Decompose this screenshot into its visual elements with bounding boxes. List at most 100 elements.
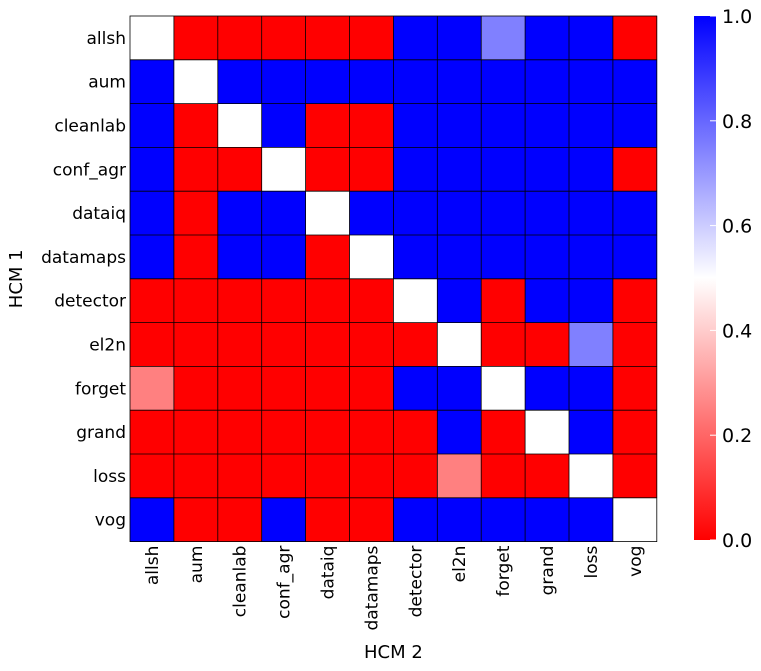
heatmap-cell-aum-cleanlab <box>217 59 262 104</box>
heatmap-cell-datamaps-allsh <box>130 235 175 280</box>
heatmap-cell-allsh-aum <box>173 16 219 61</box>
heatmap-cell-aum-forget <box>481 59 526 104</box>
heatmap-cell-forget-forget <box>481 366 526 411</box>
heatmap-cell-conf_agr-grand <box>525 147 570 192</box>
heatmap-cell-grand-el2n <box>437 410 482 455</box>
heatmap-cell-vog-el2n <box>437 497 482 542</box>
heatmap-cell-aum-loss <box>569 59 614 104</box>
heatmap-cell-forget-detector <box>393 366 438 411</box>
heatmap-cell-grand-dataiq <box>305 410 350 455</box>
colorbar-tick-label-1.0: 1.0 <box>722 6 752 28</box>
heatmap-cell-dataiq-cleanlab <box>217 191 262 236</box>
heatmap-cell-detector-aum <box>173 278 219 323</box>
heatmap-cell-el2n-el2n <box>437 322 482 367</box>
heatmap-cell-grand-aum <box>173 410 219 455</box>
heatmap-cell-vog-cleanlab <box>217 497 262 542</box>
heatmap-cell-vog-aum <box>173 497 219 542</box>
heatmap-cell-el2n-cleanlab <box>217 322 262 367</box>
heatmap-cell-detector-forget <box>481 278 526 323</box>
heatmap-cell-grand-datamaps <box>349 410 394 455</box>
heatmap-cell-aum-grand <box>525 59 570 104</box>
heatmap-cell-forget-datamaps <box>349 366 394 411</box>
heatmap-cell-forget-conf_agr <box>261 366 306 411</box>
colorbar-tick-label-0.0: 0.0 <box>722 530 752 552</box>
heatmap-cell-detector-grand <box>525 278 570 323</box>
heatmap-cell-el2n-loss <box>569 322 614 367</box>
heatmap-cell-loss-datamaps <box>349 454 394 499</box>
heatmap-cell-cleanlab-dataiq <box>305 103 350 148</box>
heatmap-cell-cleanlab-vog <box>612 103 658 148</box>
heatmap-cell-forget-el2n <box>437 366 482 411</box>
y-tick-label-el2n: el2n <box>89 336 126 356</box>
heatmap-cell-dataiq-aum <box>173 191 219 236</box>
x-tick-label-aum: aum <box>187 546 207 584</box>
heatmap-cell-detector-dataiq <box>305 278 350 323</box>
y-axis-title: HCM 1 <box>6 249 27 308</box>
heatmap-cell-cleanlab-cleanlab <box>217 103 262 148</box>
heatmap-cell-loss-loss <box>569 454 614 499</box>
colorbar-tick-label-0.2: 0.2 <box>722 425 752 447</box>
heatmap-cell-datamaps-datamaps <box>349 235 394 280</box>
heatmap-cell-datamaps-el2n <box>437 235 482 280</box>
heatmap-cell-forget-allsh <box>130 366 175 411</box>
y-tick-label-datamaps: datamaps <box>41 248 126 268</box>
heatmap-cell-conf_agr-datamaps <box>349 147 394 192</box>
heatmap-cell-allsh-vog <box>612 16 658 61</box>
colorbar-tick-label-0.8: 0.8 <box>722 111 752 133</box>
heatmap-cell-loss-aum <box>173 454 219 499</box>
heatmap-cell-vog-grand <box>525 497 570 542</box>
heatmap-cell-loss-vog <box>612 454 658 499</box>
heatmap-cell-cleanlab-loss <box>569 103 614 148</box>
heatmap-cell-allsh-loss <box>569 16 614 61</box>
heatmap-cell-detector-cleanlab <box>217 278 262 323</box>
x-tick-label-dataiq: dataiq <box>319 546 339 600</box>
y-tick-label-allsh: allsh <box>87 29 127 49</box>
heatmap-cell-detector-el2n <box>437 278 482 323</box>
heatmap-cell-allsh-allsh <box>130 16 175 61</box>
heatmap-cell-conf_agr-conf_agr <box>261 147 306 192</box>
heatmap-cell-cleanlab-detector <box>393 103 438 148</box>
heatmap-cell-grand-grand <box>525 410 570 455</box>
heatmap-cell-loss-allsh <box>130 454 175 499</box>
heatmap-cell-datamaps-aum <box>173 235 219 280</box>
heatmap-cell-cleanlab-el2n <box>437 103 482 148</box>
heatmap-cell-forget-loss <box>569 366 614 411</box>
heatmap-cell-dataiq-loss <box>569 191 614 236</box>
heatmap-cell-el2n-allsh <box>130 322 175 367</box>
x-tick-label-vog: vog <box>626 546 646 577</box>
heatmap-cell-grand-allsh <box>130 410 175 455</box>
heatmap-cell-conf_agr-detector <box>393 147 438 192</box>
heatmap-cell-datamaps-conf_agr <box>261 235 306 280</box>
heatmap-cell-vog-loss <box>569 497 614 542</box>
heatmap-cell-detector-conf_agr <box>261 278 306 323</box>
heatmap-cell-allsh-el2n <box>437 16 482 61</box>
heatmap-cell-datamaps-vog <box>612 235 658 280</box>
heatmap-cell-aum-detector <box>393 59 438 104</box>
grid-layer <box>130 16 657 542</box>
heatmap-cell-loss-detector <box>393 454 438 499</box>
heatmap-cell-conf_agr-vog <box>612 147 658 192</box>
heatmap-cell-dataiq-el2n <box>437 191 482 236</box>
heatmap-cell-dataiq-grand <box>525 191 570 236</box>
heatmap-cell-vog-vog <box>612 497 658 542</box>
x-tick-label-conf_agr: conf_agr <box>275 546 295 619</box>
heatmap-cell-cleanlab-datamaps <box>349 103 394 148</box>
heatmap-cell-aum-conf_agr <box>261 59 306 104</box>
x-tick-label-el2n: el2n <box>450 546 470 583</box>
heatmap-cell-vog-allsh <box>130 497 175 542</box>
heatmap-cell-grand-forget <box>481 410 526 455</box>
heatmap-cell-el2n-forget <box>481 322 526 367</box>
x-tick-label-forget: forget <box>494 545 514 596</box>
heatmap-cell-el2n-detector <box>393 322 438 367</box>
heatmap-cell-loss-conf_agr <box>261 454 306 499</box>
heatmap-cell-cleanlab-forget <box>481 103 526 148</box>
heatmap-cell-dataiq-conf_agr <box>261 191 306 236</box>
heatmap-cell-grand-conf_agr <box>261 410 306 455</box>
y-tick-label-dataiq: dataiq <box>72 204 126 224</box>
colorbar-tick-label-0.4: 0.4 <box>722 320 752 342</box>
heatmap-cell-detector-datamaps <box>349 278 394 323</box>
heatmap-cell-grand-detector <box>393 410 438 455</box>
heatmap-cell-aum-aum <box>173 59 219 104</box>
